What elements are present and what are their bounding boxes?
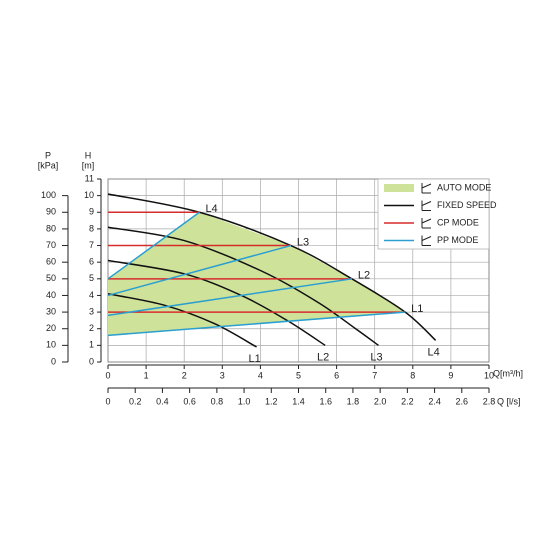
h-tick-label: 3 bbox=[89, 306, 94, 316]
x-tick-label: 0 bbox=[105, 370, 110, 380]
lines-layer: L1 L2 L3 L4 L1 L2 L3 L4 bbox=[107, 193, 440, 365]
x-tick-label: 3 bbox=[220, 370, 225, 380]
x2-tick-label: 2.6 bbox=[456, 396, 469, 406]
x-tick-label: 2 bbox=[182, 370, 187, 380]
x-tick-label: 10 bbox=[484, 370, 494, 380]
p-tick-label: 90 bbox=[46, 207, 56, 217]
h-tick-label: 0 bbox=[89, 356, 94, 366]
h-tick-label: 5 bbox=[89, 273, 94, 283]
x2-tick-label: 0.4 bbox=[156, 396, 169, 406]
x2-tick-label: 1.8 bbox=[347, 396, 360, 406]
p-tick-label: 10 bbox=[46, 340, 56, 350]
x-tick-label: 5 bbox=[296, 370, 301, 380]
x2-tick-label: 0.8 bbox=[211, 396, 224, 406]
legend-icon bbox=[421, 183, 432, 194]
curve-label: L2 bbox=[358, 270, 370, 282]
x-tick-label: 1 bbox=[144, 370, 149, 380]
p-tick-label: 100 bbox=[41, 190, 56, 200]
x2-tick-label: 0 bbox=[105, 396, 110, 406]
plot-frame bbox=[107, 178, 490, 363]
h-tick-label: 8 bbox=[89, 223, 94, 233]
legend-icon bbox=[421, 218, 432, 229]
x-tick-label: 6 bbox=[334, 370, 339, 380]
h-tick-label: 9 bbox=[89, 207, 94, 217]
mode-line bbox=[107, 244, 292, 297]
p-tick-label: 0 bbox=[51, 356, 56, 366]
x2-tick-label: 1.2 bbox=[265, 396, 278, 406]
p-tick-label: 30 bbox=[46, 306, 56, 316]
x-axis-label: Q[m³/h] bbox=[493, 368, 523, 378]
h-tick-label: 6 bbox=[89, 257, 94, 267]
curve-label: L1 bbox=[411, 303, 423, 315]
x2-tick-label: 2.8 bbox=[483, 396, 496, 406]
x2-tick-label: 1.6 bbox=[319, 396, 332, 406]
curve-label: L4 bbox=[205, 203, 217, 215]
h-tick-label: 4 bbox=[89, 290, 94, 300]
p-tick-label: 20 bbox=[46, 323, 56, 333]
p-tick-label: 70 bbox=[46, 240, 56, 250]
x2-tick-label: 2.2 bbox=[401, 396, 414, 406]
legend-swatch bbox=[384, 184, 414, 192]
x2-tick-label: 1.4 bbox=[292, 396, 305, 406]
x-tick-label: 7 bbox=[372, 370, 377, 380]
h-tick-label: 11 bbox=[85, 173, 94, 183]
curve-label: L1 bbox=[248, 353, 260, 365]
curve-label: L3 bbox=[297, 236, 309, 248]
legend-label: CP MODE bbox=[437, 217, 479, 227]
p-axis-unit: [kPa] bbox=[38, 160, 59, 170]
curve-label: L4 bbox=[428, 346, 440, 358]
x-tick-label: 9 bbox=[448, 370, 453, 380]
x2-tick-label: 1.0 bbox=[238, 396, 251, 406]
h-tick-label: 10 bbox=[84, 190, 94, 200]
legend: AUTO MODE FIXED SPEED CP MODE PP MODE bbox=[377, 178, 497, 250]
h-tick-label: 2 bbox=[89, 323, 94, 333]
fixed-speed-curve bbox=[107, 226, 379, 346]
legend-label: FIXED SPEED bbox=[437, 200, 497, 210]
x2-tick-label: 0.2 bbox=[129, 396, 142, 406]
h-axis-unit: [m] bbox=[82, 160, 95, 170]
h-tick-label: 7 bbox=[89, 240, 94, 250]
p-tick-label: 60 bbox=[46, 257, 56, 267]
fixed-speed-curve bbox=[107, 193, 437, 341]
x-tick-label: 8 bbox=[410, 370, 415, 380]
h-axis-label: H bbox=[85, 150, 92, 160]
x-tick-label: 4 bbox=[258, 370, 263, 380]
legend-icon bbox=[421, 235, 432, 246]
x2-axis-label: Q [l/s] bbox=[497, 396, 521, 406]
p-tick-label: 40 bbox=[46, 290, 56, 300]
curve-label: L2 bbox=[317, 351, 329, 363]
mode-line bbox=[107, 311, 406, 337]
x2-tick-label: 2.4 bbox=[428, 396, 441, 406]
h-tick-label: 1 bbox=[89, 340, 94, 350]
mode-line bbox=[107, 278, 352, 317]
p-axis-label: P bbox=[45, 150, 51, 160]
x2-tick-label: 0.6 bbox=[183, 396, 196, 406]
mode-line bbox=[107, 211, 200, 280]
p-tick-label: 50 bbox=[46, 273, 56, 283]
legend-icon bbox=[421, 200, 432, 211]
curve-label: L3 bbox=[370, 351, 382, 363]
x2-tick-label: 2.0 bbox=[374, 396, 387, 406]
legend-label: AUTO MODE bbox=[437, 182, 491, 192]
fixed-speed-curve bbox=[107, 293, 257, 348]
p-tick-label: 80 bbox=[46, 223, 56, 233]
legend-label: PP MODE bbox=[437, 235, 478, 245]
